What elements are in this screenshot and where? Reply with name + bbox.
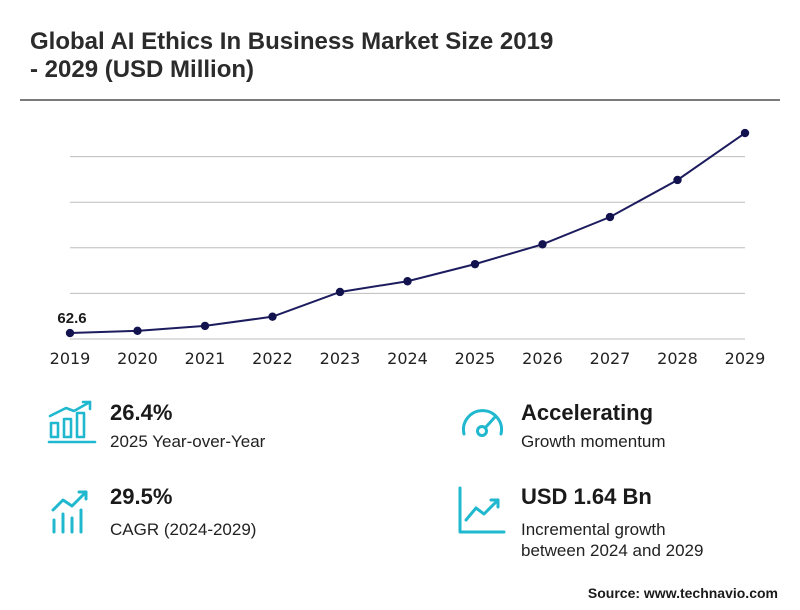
speedometer-icon [462,409,503,437]
stat-description-line-1: Incremental growth [521,520,666,539]
data-point-2019 [65,328,75,338]
chart-gridlines [70,156,745,340]
data-point-2028 [673,175,682,185]
stat-description-line-2: between 2024 and 2029 [521,541,704,560]
title-line-2: - 2029 (USD Million) [30,56,255,83]
series-line [69,132,746,335]
x-axis-labels: 2019 2020 2021 2022 2023 2024 2025 2026 2027 2028… [50,349,766,368]
stat-value: 26.4% [110,400,173,425]
stat-description: CAGR (2024-2029) [110,520,257,539]
stat-value: 29.5% [110,484,173,509]
chart-series [65,128,750,338]
title-line-1: Global AI Ethics In Business Market Size… [30,28,554,55]
trend-bars-icon [51,490,88,534]
data-point-2025 [470,259,480,269]
x-tick-label: 2019 [50,349,91,368]
page-title: Global AI Ethics In Business Market Size… [30,28,670,84]
x-tick-label: 2021 [185,349,226,368]
stat-description: Growth momentum [521,432,666,451]
data-point-2027 [605,212,615,222]
x-tick-label: 2020 [117,349,158,368]
x-tick-label: 2026 [522,349,563,368]
data-label: 62.6 [57,310,86,327]
x-tick-label: 2027 [590,349,631,368]
x-tick-label: 2022 [252,349,293,368]
title-divider [20,99,780,101]
data-point-2022 [268,312,277,321]
x-tick-label: 2023 [320,349,361,368]
data-point-2024 [403,277,412,286]
data-point-2029 [740,128,750,138]
stat-value: Accelerating [521,400,654,425]
x-tick-label: 2029 [725,349,766,368]
data-point-2021 [200,321,210,331]
stat-value: USD 1.64 Bn [521,484,652,509]
stat-description: 2025 Year-over-Year [110,432,266,451]
x-tick-label: 2028 [657,349,698,368]
x-tick-label: 2025 [455,349,496,368]
data-point-2026 [538,240,547,249]
line-chart: 2019 2020 2021 2022 2023 2024 2025 2026 2027 2028… [50,128,766,368]
bar-chart-growth-icon [47,400,97,444]
source-credit: Source: www.technavio.com [587,585,778,601]
trend-chart-icon [458,486,506,534]
x-tick-label: 2024 [387,349,428,368]
data-point-2020 [133,326,142,336]
data-point-2023 [335,287,345,297]
data-labels: 62.6 [57,310,86,327]
